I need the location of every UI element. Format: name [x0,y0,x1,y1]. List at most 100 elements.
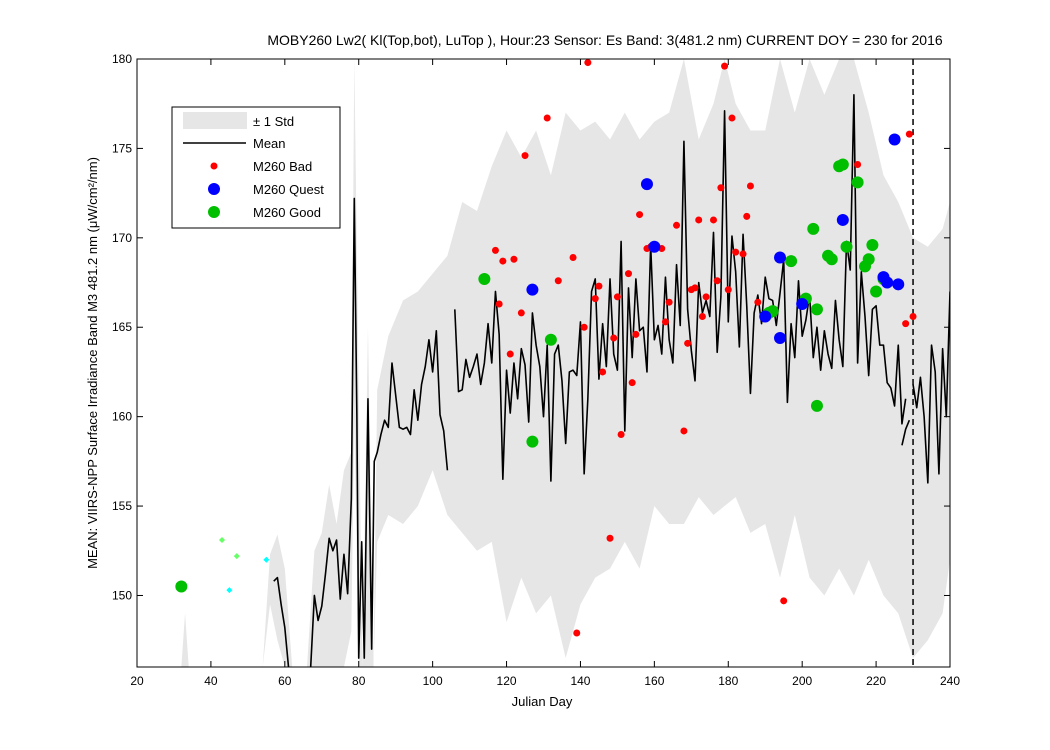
good-point [810,399,823,412]
chart-title: MOBY260 Lw2( Kl(Top,bot), LuTop ), Hour:… [267,32,943,48]
y-tick-label: 170 [112,231,132,245]
bad-point [717,184,725,192]
cyan-diamond-point [226,587,233,594]
bad-point [905,130,913,138]
legend-quest-label: M260 Quest [253,182,324,197]
bad-point [543,114,551,122]
bad-point [780,597,788,605]
bad-point [743,212,751,220]
x-axis: 20 40 60 80 100 120 140 160 180 200 220 240 [130,59,960,688]
y-axis-label: MEAN: VIIRS-NPP Surface Irradiance Band … [85,157,100,569]
x-tick-label: 160 [644,674,664,688]
bad-point [709,216,717,224]
bad-point [591,295,599,303]
bad-point [595,282,603,290]
bad-point [521,152,529,160]
good-point [810,303,823,316]
y-tick-label: 180 [112,52,132,66]
legend-mean-label: Mean [253,136,286,151]
bad-point [754,298,762,306]
bad-point [695,216,703,224]
bad-point [491,246,499,254]
legend-std-label: ± 1 Std [253,114,294,129]
quest-point [796,297,809,310]
bad-point [584,59,592,67]
x-tick-label: 180 [718,674,738,688]
axes-box [136,58,951,668]
quest-point [640,178,653,191]
bad-point [599,368,607,376]
x-tick-label: 20 [130,674,144,688]
mean-line-segment [912,291,950,484]
bad-point [573,629,581,637]
y-axis: 150 155 160 165 170 175 180 [112,52,950,602]
bad-point [632,330,640,338]
bad-point [732,248,740,256]
bad-point [684,339,692,347]
legend: ± 1 Std Mean M260 Bad M260 Quest M260 Go… [171,106,341,229]
bad-point [606,534,614,542]
bad-point [691,284,699,292]
mean-line-segment [901,419,911,446]
x-tick-label: 40 [204,674,218,688]
bad-point [661,318,669,326]
quest-point [648,240,661,253]
std-band-segment [306,59,950,667]
good-point [870,285,883,298]
bad-point [665,298,673,306]
bad-point [613,293,621,301]
std-band-segment [181,613,189,667]
x-tick-label: 100 [423,674,443,688]
bad-point [499,257,507,265]
legend-good-label: M260 Good [253,205,321,220]
good-point [478,272,491,285]
quest-point [774,251,787,264]
y-tick-label: 160 [112,410,132,424]
x-tick-label: 240 [940,674,960,688]
good-point [866,238,879,251]
mean-line-segment [273,576,290,667]
legend-good-marker [208,206,220,218]
good-point [851,176,864,189]
bad-point [739,250,747,258]
bad-point [746,182,754,190]
bad-point [902,320,910,328]
bad-point [854,161,862,169]
legend-quest-marker [208,183,220,195]
light-green-diamond-point [218,537,225,544]
bad-point [713,277,721,285]
x-tick-label: 60 [278,674,292,688]
bad-point [624,270,632,278]
legend-bad-label: M260 Bad [253,159,312,174]
cyan-diamond-point [263,556,270,563]
good-point [175,580,188,593]
legend-bad-marker [210,162,218,170]
bad-point [610,334,618,342]
bad-point [617,431,625,439]
good-point [862,253,875,266]
x-tick-label: 80 [352,674,366,688]
bad-point [673,221,681,229]
good-point [825,253,838,266]
bad-point [702,293,710,301]
quest-point [881,276,894,289]
plot-area [175,59,950,667]
bad-point [724,286,732,294]
y-tick-label: 175 [112,141,132,155]
mean-line-segment [454,93,907,482]
good-point [526,435,539,448]
y-tick-label: 150 [112,588,132,602]
x-axis-label: Julian Day [512,694,573,709]
bad-point [517,309,525,317]
good-point [840,240,853,253]
bad-point [909,313,917,321]
bad-point [510,255,518,263]
quest-point [526,283,539,296]
quest-point [888,133,901,146]
quest-point [759,310,772,323]
bad-point [569,253,577,261]
bad-point [628,379,636,387]
bad-point [698,313,706,321]
bad-point [580,323,588,331]
